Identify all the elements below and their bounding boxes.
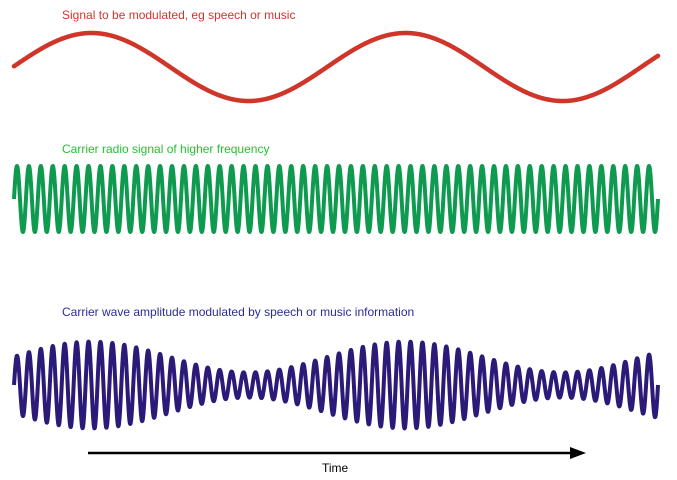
carrier-wave-label: Carrier radio signal of higher frequency [62,142,270,156]
carrier-wave [12,164,660,234]
signal-wave [11,30,661,104]
time-axis-label: Time [322,461,349,475]
modulated-wave [12,339,660,431]
signal-wave-label: Signal to be modulated, eg speech or mus… [62,8,296,22]
time-axis-arrowhead [570,447,586,459]
modulated-wave-label: Carrier wave amplitude modulated by spee… [62,305,415,319]
